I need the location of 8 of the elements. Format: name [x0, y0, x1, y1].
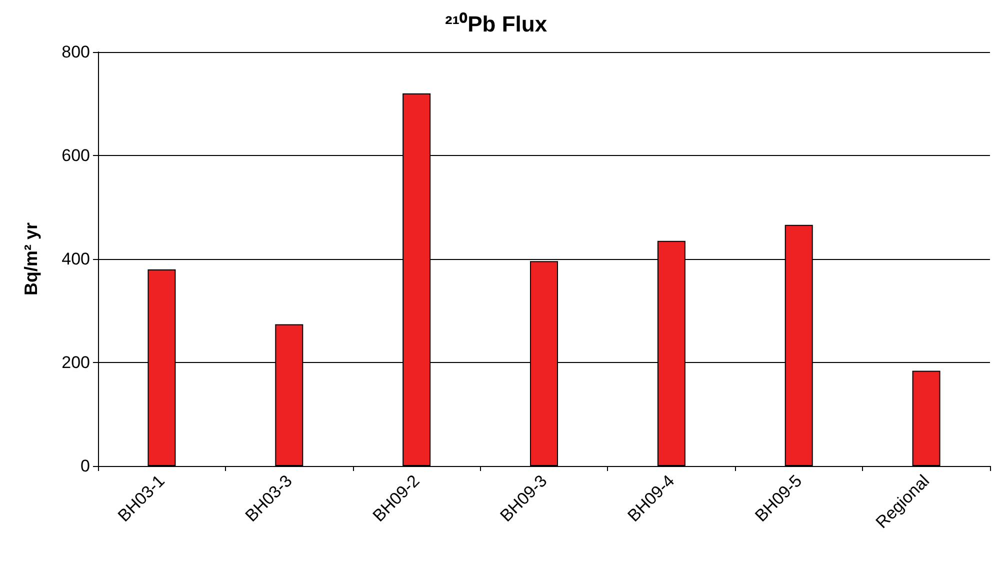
- y-tick-label: 200: [62, 353, 90, 372]
- chart-title: ²¹⁰Pb Flux: [444, 12, 548, 36]
- y-tick-label: 600: [62, 146, 90, 165]
- y-tick-label: 800: [62, 42, 90, 62]
- y-tick-label: 400: [62, 250, 90, 268]
- bar: [912, 370, 940, 466]
- y-axis-title: Bq/m² yr: [21, 222, 41, 296]
- y-tick-label: 0: [80, 456, 90, 476]
